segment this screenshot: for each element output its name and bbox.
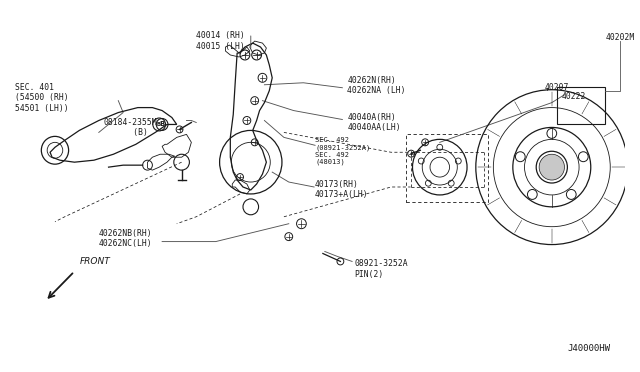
Text: SEC. 401
(54500 (RH)
54501 (LH)): SEC. 401 (54500 (RH) 54501 (LH)) bbox=[15, 83, 68, 113]
Circle shape bbox=[539, 154, 564, 180]
Bar bbox=[557, 87, 605, 125]
Text: 40207: 40207 bbox=[545, 83, 570, 92]
Text: 40040A(RH)
40040AA(LH): 40040A(RH) 40040AA(LH) bbox=[348, 113, 401, 132]
Text: 40262N(RH)
40262NA (LH): 40262N(RH) 40262NA (LH) bbox=[348, 76, 406, 95]
Text: 08184-2355M
      (B): 08184-2355M (B) bbox=[104, 118, 157, 137]
Text: 40222: 40222 bbox=[561, 92, 586, 101]
Text: 08921-3252A
PIN(2): 08921-3252A PIN(2) bbox=[354, 259, 408, 279]
Text: J40000HW: J40000HW bbox=[567, 344, 611, 353]
Text: B: B bbox=[159, 122, 164, 128]
Text: B: B bbox=[156, 122, 160, 127]
Text: 40202M: 40202M bbox=[605, 33, 635, 42]
Text: FRONT: FRONT bbox=[79, 257, 110, 266]
Text: 40262NB(RH)
40262NC(LH): 40262NB(RH) 40262NC(LH) bbox=[99, 229, 152, 248]
Text: 40173(RH)
40173+A(LH): 40173(RH) 40173+A(LH) bbox=[315, 180, 369, 199]
Text: 40014 (RH)
40015 (LH): 40014 (RH) 40015 (LH) bbox=[196, 31, 245, 51]
Text: SEC. 492
(08921-3252A)
SEC. 492
(48013): SEC. 492 (08921-3252A) SEC. 492 (48013) bbox=[315, 137, 371, 166]
Bar bbox=[406, 134, 488, 202]
